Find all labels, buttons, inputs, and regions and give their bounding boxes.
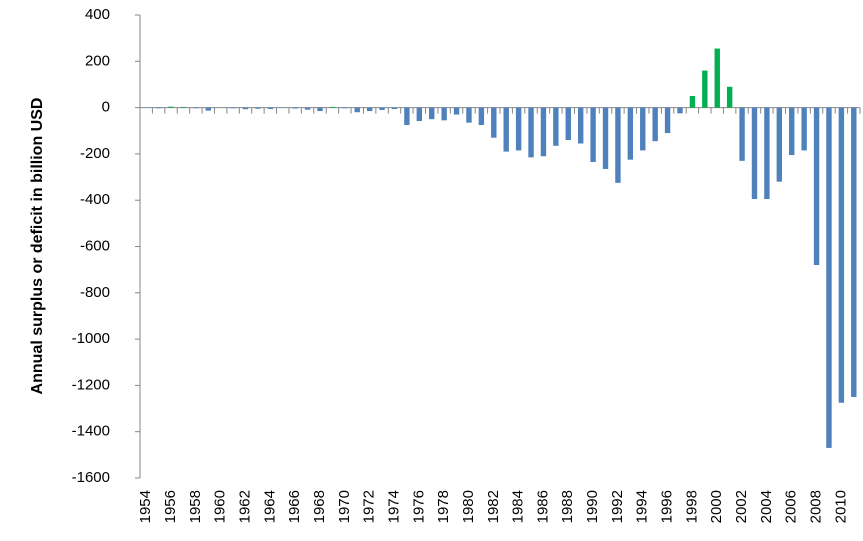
bar: [379, 107, 385, 110]
bar: [826, 107, 832, 448]
bar: [577, 107, 584, 144]
x-tick-label: 1982: [485, 490, 502, 523]
x-tick-label: 1964: [261, 490, 278, 523]
bar: [416, 107, 423, 122]
bar: [553, 107, 559, 146]
bar: [354, 107, 360, 113]
bar: [664, 107, 671, 134]
bar: [851, 107, 857, 397]
bar: [590, 107, 596, 163]
bar: [776, 107, 783, 182]
x-tick-label: 1992: [609, 490, 626, 523]
y-tick-label: -1400: [72, 423, 110, 440]
bar: [652, 107, 658, 142]
x-tick-label: 1970: [336, 490, 353, 523]
x-tick-label: 1954: [137, 490, 154, 523]
bar: [168, 106, 174, 108]
x-tick-label: 1962: [236, 490, 253, 523]
bar: [453, 107, 460, 115]
y-tick-label: 400: [85, 6, 110, 23]
bar: [342, 107, 348, 109]
x-tick-label: 1984: [510, 490, 527, 523]
x-tick-label: 1998: [683, 490, 700, 523]
bar: [726, 86, 733, 108]
bar: [540, 107, 547, 157]
x-tick-label: 1958: [187, 490, 204, 523]
bar: [515, 107, 522, 151]
x-tick-label: 2000: [708, 490, 725, 523]
y-axis-label: Annual surplus or deficit in billion USD: [29, 98, 46, 395]
y-tick-label: -600: [80, 237, 110, 254]
x-tick-label: 1972: [361, 490, 378, 523]
bar: [528, 107, 534, 158]
bar: [677, 107, 683, 114]
bar: [491, 107, 497, 138]
x-tick-label: 1968: [311, 490, 328, 523]
bar: [565, 107, 571, 141]
bar: [640, 107, 646, 151]
bar: [230, 107, 236, 109]
y-tick-label: -800: [80, 284, 110, 301]
bar: [702, 70, 708, 108]
bar: [813, 107, 820, 266]
bar: [205, 107, 211, 111]
x-tick-label: 1988: [559, 490, 576, 523]
bar: [255, 107, 261, 109]
bar: [478, 107, 485, 125]
x-tick-label: 1996: [659, 490, 676, 523]
bar: [602, 107, 609, 169]
x-tick-label: 2004: [758, 490, 775, 523]
x-tick-label: 2010: [832, 490, 849, 523]
bar: [317, 107, 323, 112]
y-tick-label: -1600: [72, 469, 110, 486]
y-tick-label: -1200: [72, 376, 110, 393]
x-tick-label: 2002: [733, 490, 750, 523]
bar: [627, 107, 634, 160]
bar: [242, 107, 249, 110]
x-tick-label: 1994: [634, 490, 651, 523]
bar: [441, 107, 447, 121]
bar: [689, 96, 696, 108]
y-tick-label: 0: [102, 99, 110, 116]
bar: [391, 107, 398, 109]
x-tick-label: 1990: [584, 490, 601, 523]
x-tick-label: 1960: [212, 490, 229, 523]
bar: [292, 107, 298, 109]
bar: [304, 107, 311, 110]
x-tick-label: 2008: [808, 490, 825, 523]
bar: [466, 107, 472, 123]
bar: [801, 107, 807, 151]
y-tick-label: 200: [85, 52, 110, 69]
bar: [404, 107, 410, 125]
y-tick-label: -200: [80, 145, 110, 162]
bar: [764, 107, 770, 200]
x-tick-label: 1986: [534, 490, 551, 523]
x-tick-label: 2006: [783, 490, 800, 523]
bar: [267, 107, 274, 109]
bar: [615, 107, 621, 183]
x-tick-label: 1956: [162, 490, 179, 523]
bar: [366, 107, 373, 112]
x-tick-label: 1978: [435, 490, 452, 523]
bar: [751, 107, 758, 200]
bar: [838, 107, 845, 403]
bar: [429, 107, 435, 120]
y-tick-label: -1000: [72, 330, 110, 347]
bar: [193, 107, 199, 109]
bar: [180, 106, 187, 108]
x-tick-label: 1980: [460, 490, 477, 523]
bar: [789, 107, 795, 156]
x-tick-label: 1966: [286, 490, 303, 523]
y-tick-label: -400: [80, 191, 110, 208]
x-tick-label: 1974: [385, 490, 402, 523]
bar: [739, 107, 745, 161]
bar: [714, 48, 720, 108]
x-tick-label: 1976: [410, 490, 427, 523]
bar: [329, 106, 336, 108]
bar: [155, 107, 162, 109]
bar: [503, 107, 509, 152]
